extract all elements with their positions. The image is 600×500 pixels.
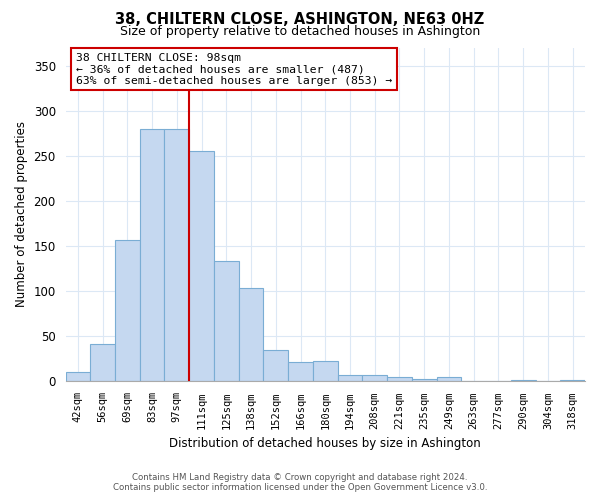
Bar <box>338 375 362 382</box>
Bar <box>65 372 90 382</box>
Text: Contains HM Land Registry data © Crown copyright and database right 2024.
Contai: Contains HM Land Registry data © Crown c… <box>113 473 487 492</box>
Bar <box>214 262 239 382</box>
Bar <box>189 152 214 382</box>
Bar <box>437 377 461 382</box>
Bar <box>288 362 313 382</box>
Bar <box>263 350 288 382</box>
Bar <box>412 378 437 382</box>
Bar <box>511 380 536 382</box>
Bar <box>239 288 263 382</box>
X-axis label: Distribution of detached houses by size in Ashington: Distribution of detached houses by size … <box>169 437 481 450</box>
Bar <box>140 128 164 382</box>
Bar <box>164 128 189 382</box>
Bar <box>387 377 412 382</box>
Bar <box>90 344 115 382</box>
Text: 38 CHILTERN CLOSE: 98sqm
← 36% of detached houses are smaller (487)
63% of semi-: 38 CHILTERN CLOSE: 98sqm ← 36% of detach… <box>76 52 392 86</box>
Bar <box>115 240 140 382</box>
Bar <box>560 380 585 382</box>
Text: Size of property relative to detached houses in Ashington: Size of property relative to detached ho… <box>120 25 480 38</box>
Y-axis label: Number of detached properties: Number of detached properties <box>15 122 28 308</box>
Text: 38, CHILTERN CLOSE, ASHINGTON, NE63 0HZ: 38, CHILTERN CLOSE, ASHINGTON, NE63 0HZ <box>115 12 485 28</box>
Bar <box>313 360 338 382</box>
Bar <box>362 375 387 382</box>
